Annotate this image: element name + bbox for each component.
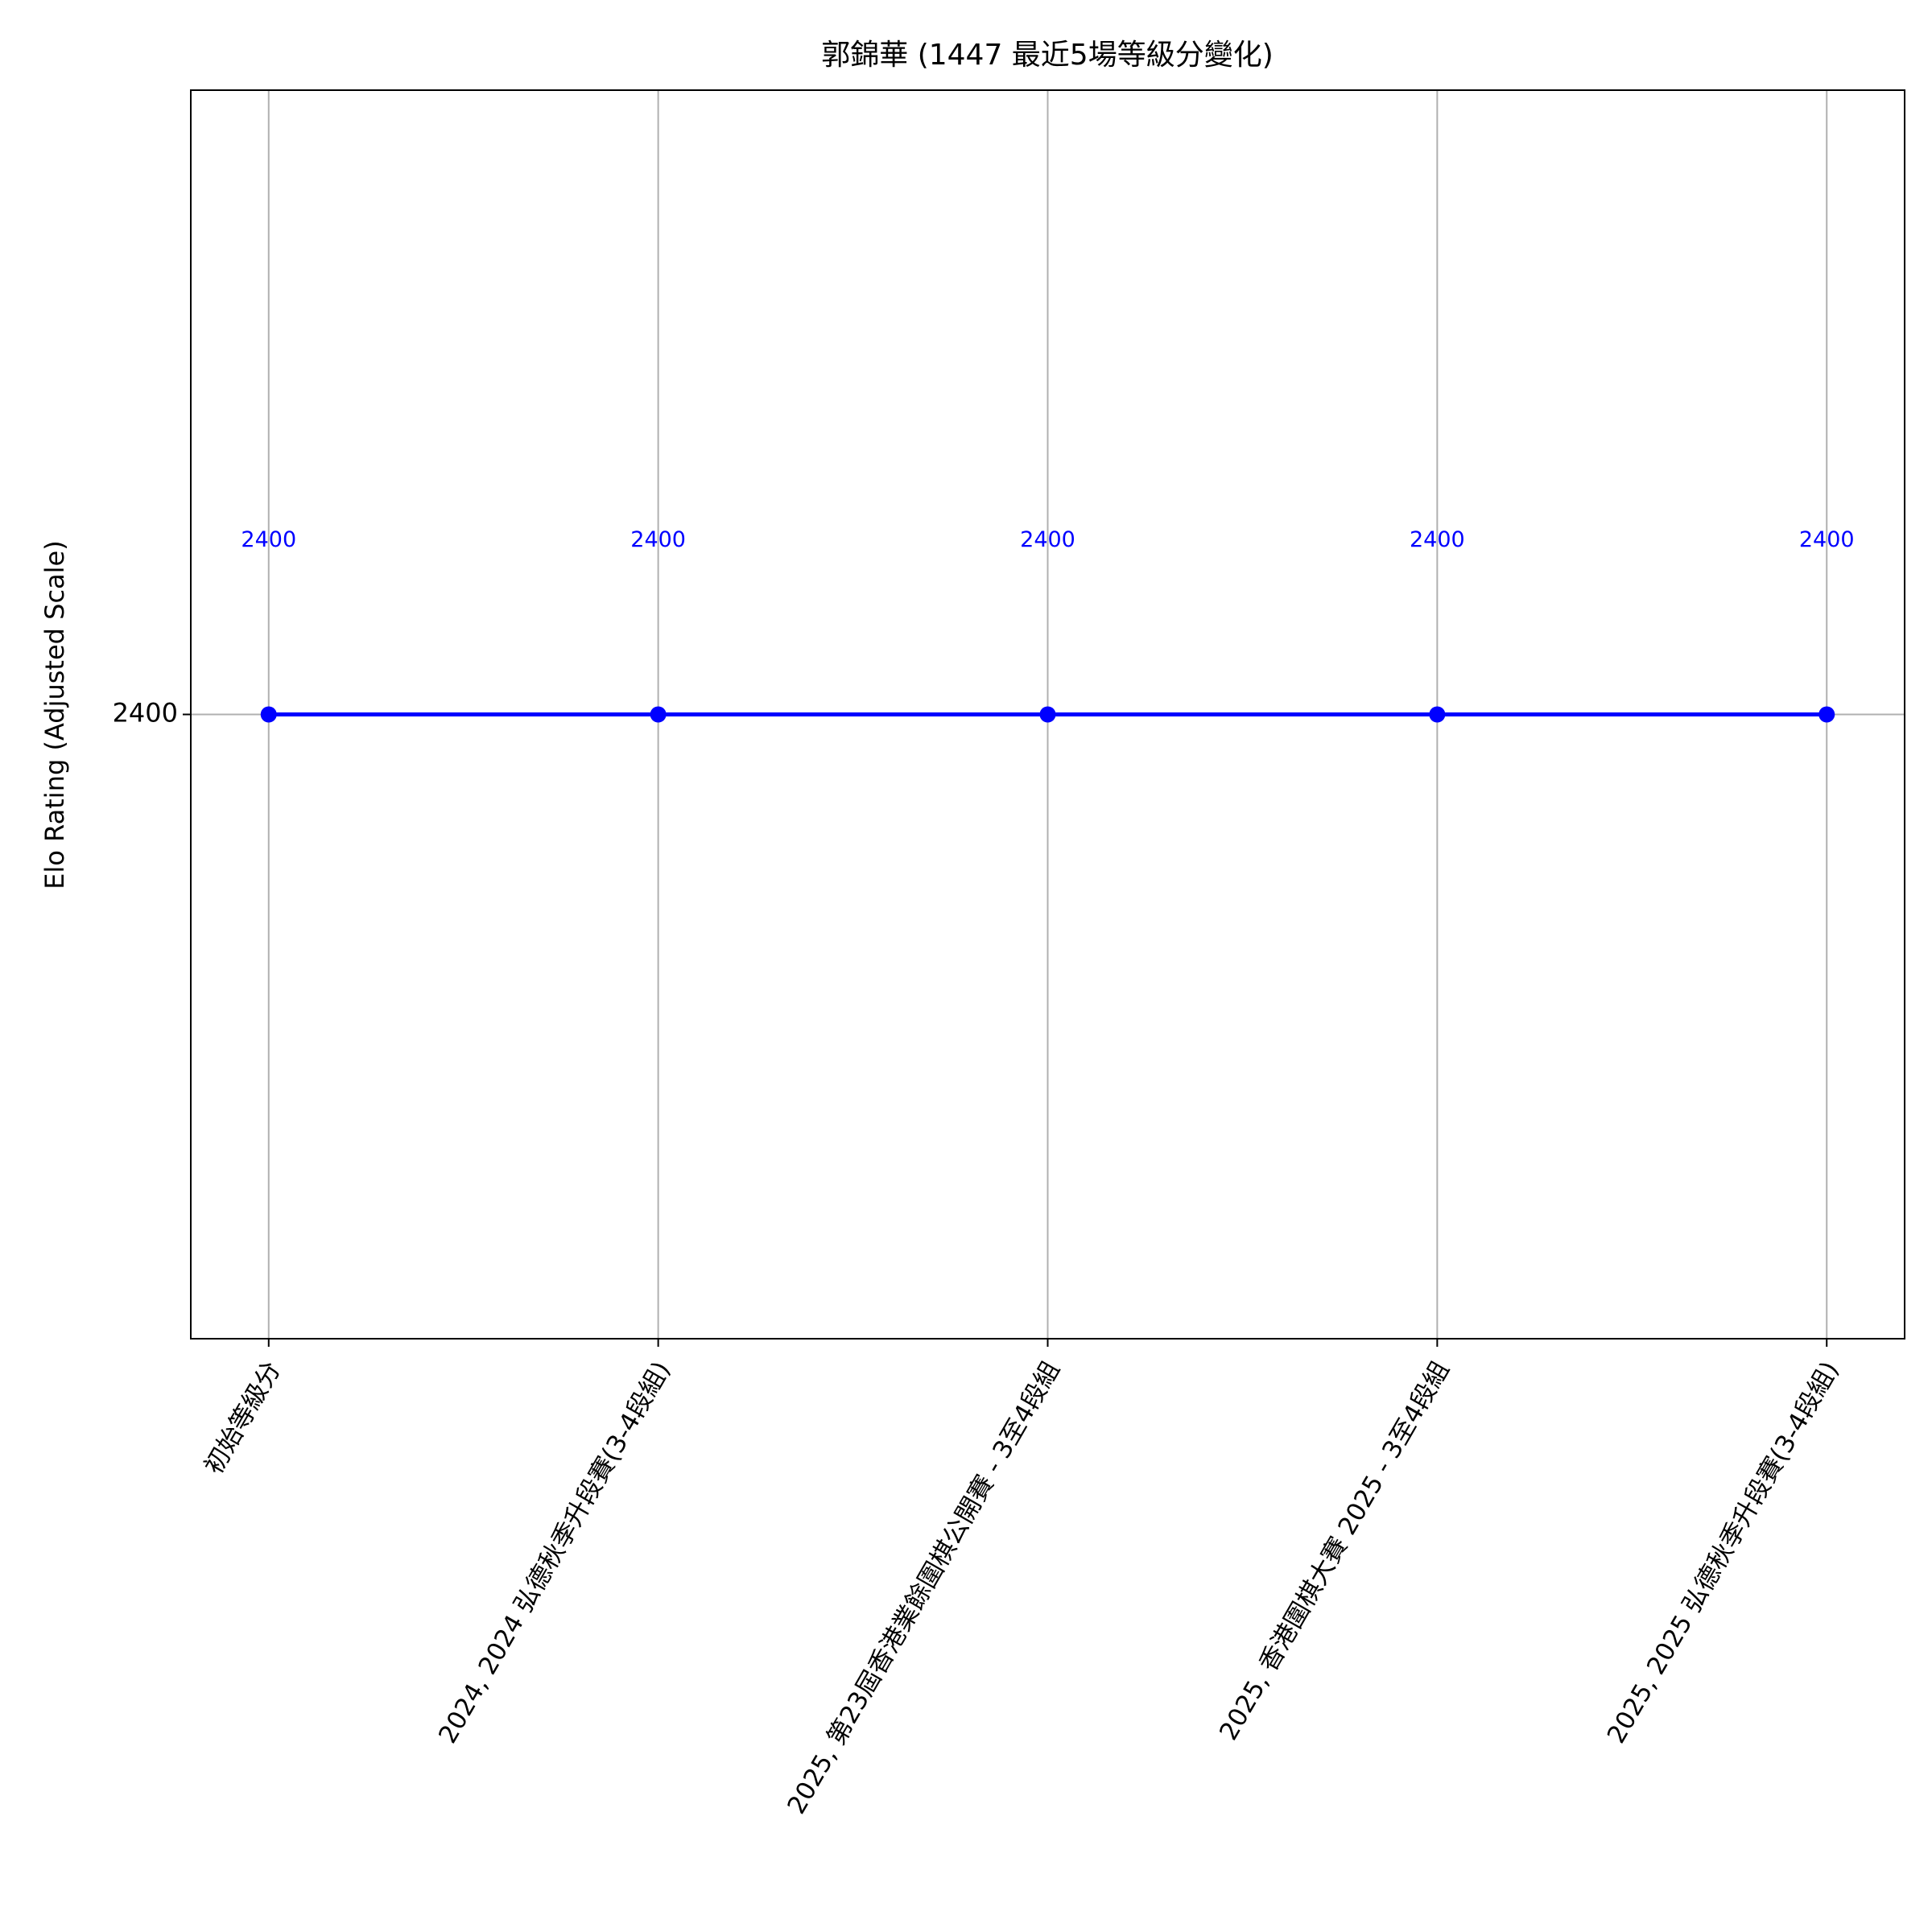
y-tick-label: 2400 <box>113 698 178 729</box>
point <box>1039 706 1056 723</box>
data-label: 2400 <box>630 527 686 552</box>
data-label: 2400 <box>1799 527 1855 552</box>
point <box>1818 706 1835 723</box>
plot-frame <box>190 89 1905 1340</box>
data-label: 2400 <box>241 527 296 552</box>
data-label: 2400 <box>1020 527 1075 552</box>
point <box>260 706 277 723</box>
data-label: 2400 <box>1410 527 1465 552</box>
chart-title: 郭錦華 (1447 最近5場等級分變化) <box>821 39 1274 72</box>
point <box>1429 706 1446 723</box>
point <box>650 706 667 723</box>
y-axis-label: Elo Rating (Adjusted Scale) <box>39 540 70 889</box>
